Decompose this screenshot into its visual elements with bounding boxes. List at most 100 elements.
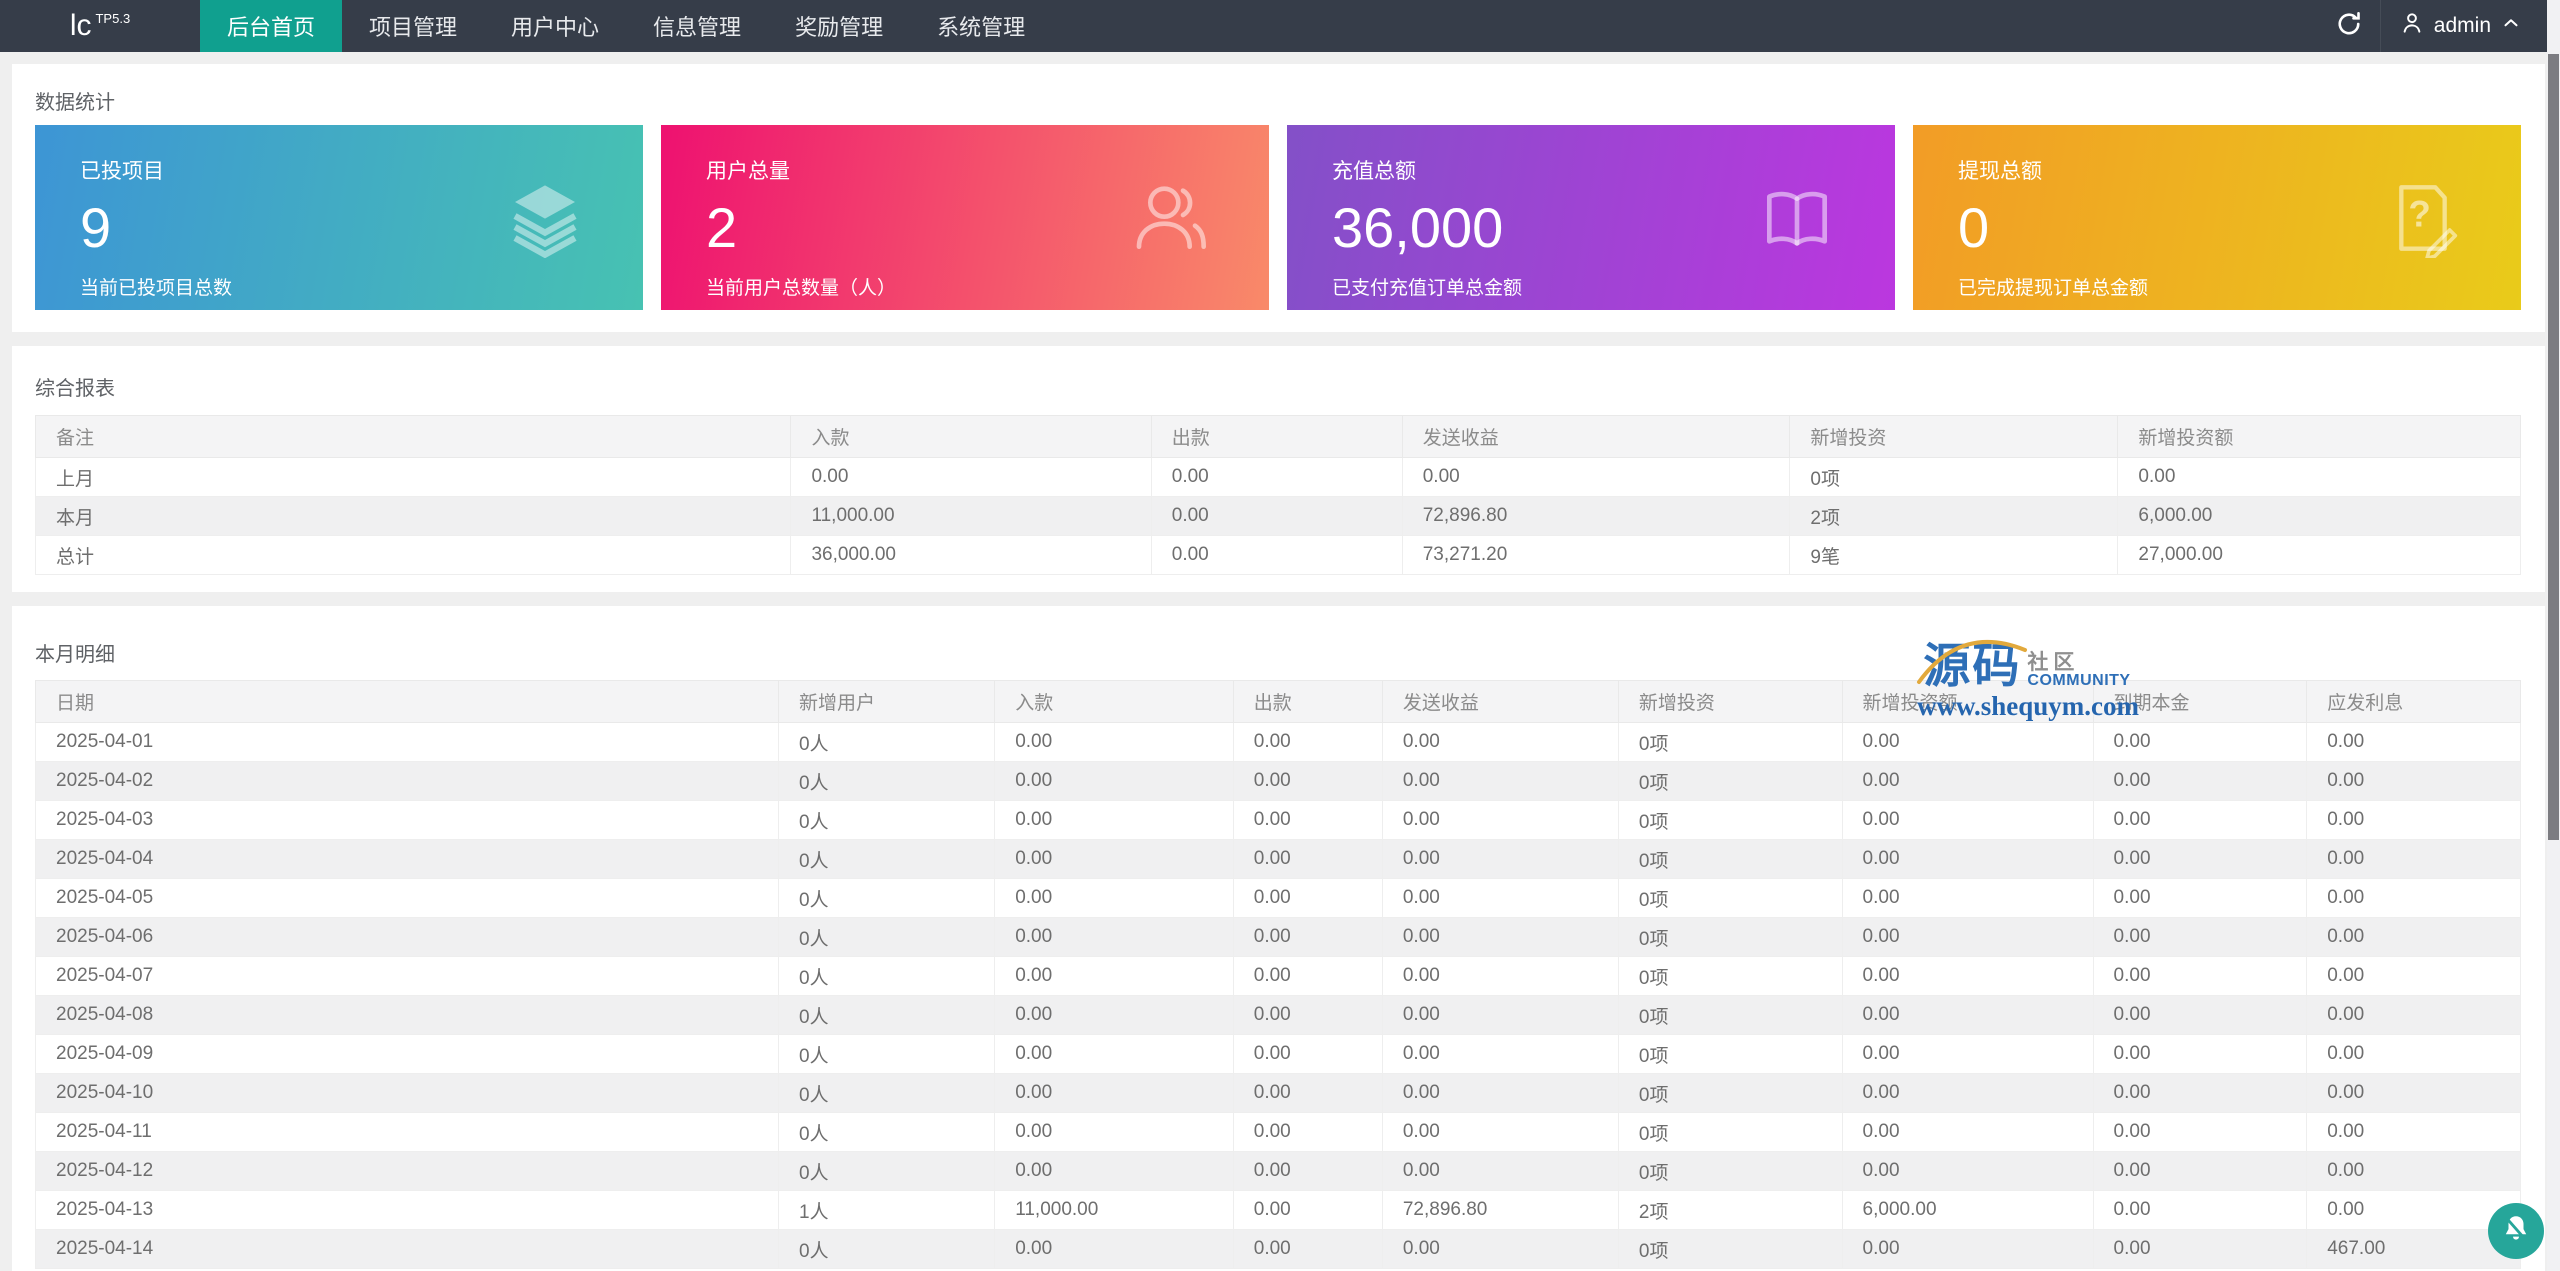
stat-card: 提现总额 0 已完成提现订单总金额? — [1913, 125, 2521, 310]
table-header-row: 日期 新增用户 入款 出款 发送收益 新增投资 新增投资额 到期本金 应发利息 — [34, 680, 2521, 723]
table-cell: 0项 — [1617, 1034, 1843, 1074]
table-cell: 0项 — [1617, 1112, 1843, 1152]
table-cell: 0.00 — [1841, 1073, 2094, 1113]
main-menu: 后台首页 项目管理 用户中心 信息管理 奖励管理 系统管理 — [200, 0, 1052, 52]
table-cell: 0人 — [778, 1151, 996, 1191]
table-cell: 2025-04-08 — [34, 995, 780, 1035]
stat-card-subtitle: 已支付充值订单总金额 — [1332, 277, 1523, 299]
table-row: 2025-04-13 1人 11,000.00 0.00 72,896.80 2项 6,00… — [34, 1190, 2521, 1230]
table-cell: 0.00 — [2092, 1112, 2308, 1152]
stats-panel: 数据统计 已投项目 9 当前已投项目总数 用户总量 2 当前用户总数量（人） 充值总额 36,… — [12, 64, 2545, 332]
table-cell: 0.00 — [994, 1112, 1234, 1152]
page-scrollbar[interactable] — [2547, 0, 2560, 1271]
table-cell: 0.00 — [2306, 917, 2521, 957]
nav-item[interactable]: 后台首页 — [200, 0, 343, 52]
table-cell: 0项 — [1617, 878, 1843, 918]
table-cell: 0.00 — [1841, 839, 2094, 879]
column-header: 备注 — [34, 415, 792, 458]
table-cell: 0.00 — [1232, 839, 1383, 879]
table-cell: 0.00 — [1232, 1229, 1383, 1269]
table-row: 本月 11,000.00 0.00 72,896.80 2项 6,000.00 — [34, 496, 2521, 536]
table-cell: 0项 — [1617, 917, 1843, 957]
scrollbar-thumb[interactable] — [2548, 54, 2559, 840]
report-panel: 综合报表 备注 入款 出款 发送收益 新增投资 新增投资额 上月 0.00 0.00 0.00 0项… — [12, 346, 2545, 592]
table-cell: 上月 — [34, 457, 792, 497]
table-cell: 0.00 — [1232, 800, 1383, 840]
table-cell: 0.00 — [1841, 1034, 2094, 1074]
table-cell: 0项 — [1617, 839, 1843, 879]
table-cell: 0.00 — [1232, 722, 1383, 762]
table-row: 2025-04-07 0人 0.00 0.00 0.00 0项 0.00 0.00 0.00 — [34, 956, 2521, 996]
table-cell: 0.00 — [1232, 995, 1383, 1035]
table-cell: 0.00 — [1232, 1073, 1383, 1113]
user-menu[interactable]: admin — [2381, 10, 2540, 42]
table-cell: 2025-04-12 — [34, 1151, 780, 1191]
table-cell: 0.00 — [1841, 761, 2094, 801]
nav-item[interactable]: 用户中心 — [511, 15, 600, 40]
username-label: admin — [2433, 14, 2491, 37]
stat-card-subtitle: 当前用户总数量（人） — [706, 277, 897, 299]
table-cell: 0.00 — [1841, 800, 2094, 840]
column-header: 应发利息 — [2306, 680, 2521, 723]
table-cell: 0项 — [1617, 722, 1843, 762]
top-navbar: lc TP5.3 后台首页 项目管理 用户中心 信息管理 奖励管理 系统管理 admin — [0, 0, 2560, 52]
table-row: 2025-04-02 0人 0.00 0.00 0.00 0项 0.00 0.00 0.00 — [34, 761, 2521, 801]
notification-mute-button[interactable] — [2488, 1203, 2544, 1259]
refresh-button[interactable] — [2318, 0, 2380, 52]
bell-muted-icon — [2499, 1212, 2533, 1251]
navbar-divider — [2379, 0, 2381, 52]
table-cell: 0.00 — [994, 956, 1234, 996]
table-cell: 0.00 — [1232, 956, 1383, 996]
stat-card-value: 36,000 — [1332, 196, 1504, 259]
stat-card-title: 已投项目 — [80, 160, 164, 183]
table-row: 2025-04-09 0人 0.00 0.00 0.00 0项 0.00 0.00 0.00 — [34, 1034, 2521, 1074]
table-cell: 2025-04-01 — [34, 722, 780, 762]
stat-card-value: 9 — [80, 196, 112, 259]
table-cell: 2025-04-03 — [34, 800, 780, 840]
table-cell: 0人 — [778, 839, 996, 879]
table-row: 2025-04-04 0人 0.00 0.00 0.00 0项 0.00 0.00 0.00 — [34, 839, 2521, 879]
table-cell: 0.00 — [2306, 1073, 2521, 1113]
column-header: 发送收益 — [1381, 680, 1619, 723]
table-cell: 0.00 — [1381, 1073, 1619, 1113]
table-cell: 0.00 — [1841, 995, 2094, 1035]
table-cell: 0人 — [778, 1112, 996, 1152]
stat-card: 充值总额 36,000 已支付充值订单总金额 — [1287, 125, 1895, 310]
table-cell: 0.00 — [994, 761, 1234, 801]
table-cell: 0.00 — [2092, 995, 2308, 1035]
table-cell: 2025-04-10 — [34, 1073, 780, 1113]
svg-text:?: ? — [2408, 193, 2430, 234]
nav-item[interactable]: 项目管理 — [369, 15, 458, 40]
table-cell: 0.00 — [1381, 1151, 1619, 1191]
table-cell: 467.00 — [2306, 1229, 2521, 1269]
nav-item[interactable]: 奖励管理 — [795, 15, 884, 40]
table-cell: 0.00 — [1381, 839, 1619, 879]
stat-card-subtitle: 当前已投项目总数 — [80, 277, 233, 299]
table-cell: 72,896.80 — [1401, 496, 1791, 536]
table-cell: 0.00 — [1150, 535, 1403, 575]
column-header: 出款 — [1232, 680, 1383, 723]
app-logo[interactable]: lc TP5.3 — [0, 0, 200, 52]
table-cell: 2025-04-14 — [34, 1229, 780, 1269]
table-cell: 0.00 — [1232, 1112, 1383, 1152]
nav-item[interactable]: 系统管理 — [937, 15, 1026, 40]
table-cell: 0项 — [1617, 956, 1843, 996]
table-cell: 2025-04-04 — [34, 839, 780, 879]
table-cell: 本月 — [34, 496, 792, 536]
table-cell: 0人 — [778, 1034, 996, 1074]
detail-table: 日期 新增用户 入款 出款 发送收益 新增投资 新增投资额 到期本金 应发利息 2025-04-0… — [34, 680, 2521, 1269]
table-cell: 0项 — [1617, 1073, 1843, 1113]
user-icon — [2399, 10, 2425, 42]
table-cell: 0.00 — [994, 800, 1234, 840]
book-icon — [1757, 178, 1837, 258]
column-header: 到期本金 — [2092, 680, 2308, 723]
table-cell: 0人 — [778, 995, 996, 1035]
logo-version: TP5.3 — [95, 10, 131, 26]
nav-item[interactable]: 信息管理 — [653, 15, 742, 40]
table-cell: 0.00 — [2092, 917, 2308, 957]
stat-cards-row: 已投项目 9 当前已投项目总数 用户总量 2 当前用户总数量（人） 充值总额 36,000 已支… — [35, 125, 2522, 310]
table-cell: 0.00 — [1841, 917, 2094, 957]
users-icon — [1131, 178, 1211, 258]
column-header: 发送收益 — [1401, 415, 1791, 458]
table-cell: 2项 — [1617, 1190, 1843, 1230]
